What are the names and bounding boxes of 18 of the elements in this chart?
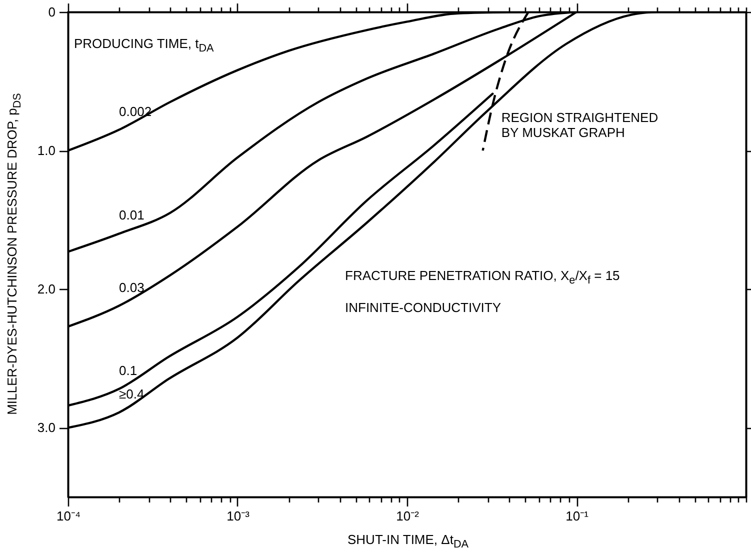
annotation: PRODUCING TIME, t$_{DA}$ xyxy=(74,36,214,55)
series-label: ≥0.4 xyxy=(119,386,144,402)
x-tick-label: 10⁻¹ xyxy=(566,508,590,524)
annotation: INFINITE-CONDUCTIVITY xyxy=(345,300,501,315)
x-tick-label: 10⁻³ xyxy=(226,508,250,524)
series-label: 0.01 xyxy=(119,208,144,223)
annotation: REGION STRAIGHTENED BY MUSKAT GRAPH xyxy=(501,110,658,140)
annotation: FRACTURE PENETRATION RATIO, X$_{e}$/X$_{f}$ = 15 xyxy=(345,268,620,287)
series-label: 0.002 xyxy=(119,104,152,119)
y-tick-label: 0 xyxy=(48,4,56,20)
x-axis-title: SHUT-IN TIME, Δt$_{DA}$ xyxy=(348,532,468,551)
y-tick-label: 2.0 xyxy=(37,282,56,297)
y-tick-label: 1.0 xyxy=(37,143,56,158)
x-tick-label: 10⁻⁴ xyxy=(56,508,81,524)
series-label: 0.1 xyxy=(119,362,138,378)
series-label: 0.03 xyxy=(119,280,144,295)
x-tick-label: 10⁻² xyxy=(396,508,420,524)
y-tick-label: 3.0 xyxy=(37,420,56,436)
